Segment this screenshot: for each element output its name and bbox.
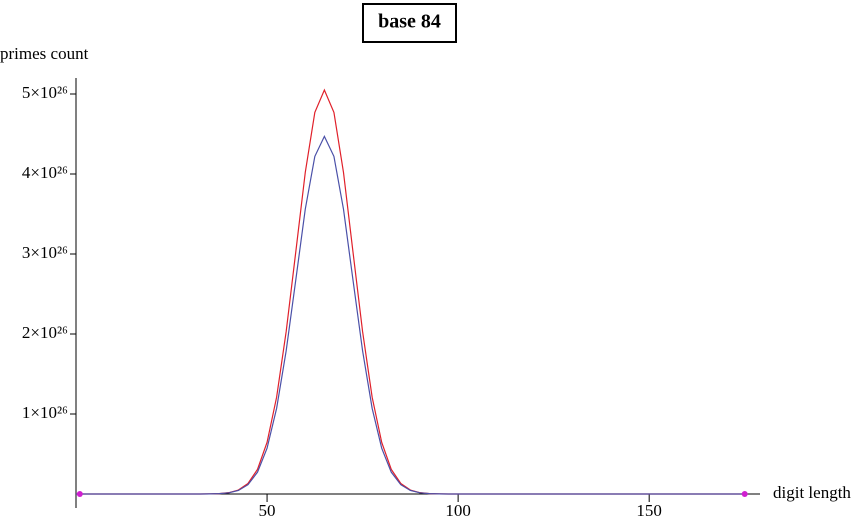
title-box	[362, 3, 457, 43]
y-tick-label: 1×10²⁶	[22, 403, 68, 422]
y-tick-label: 5×10²⁶	[22, 83, 68, 102]
y-tick-label: 3×10²⁶	[22, 243, 68, 262]
y-tick-label: 2×10²⁶	[22, 323, 68, 342]
x-axis-label: digit length	[773, 483, 851, 502]
x-tick-label: 150	[636, 501, 662, 520]
x-tick-label: 100	[445, 501, 471, 520]
y-tick-label: 4×10²⁶	[22, 163, 68, 182]
y-axis-label: primes count	[0, 44, 89, 63]
series-line	[75, 135, 745, 495]
point	[76, 491, 83, 497]
x-tick-label: 50	[259, 501, 276, 520]
chart-title: base 84	[378, 11, 441, 33]
series-line	[75, 88, 745, 495]
point	[741, 491, 748, 497]
